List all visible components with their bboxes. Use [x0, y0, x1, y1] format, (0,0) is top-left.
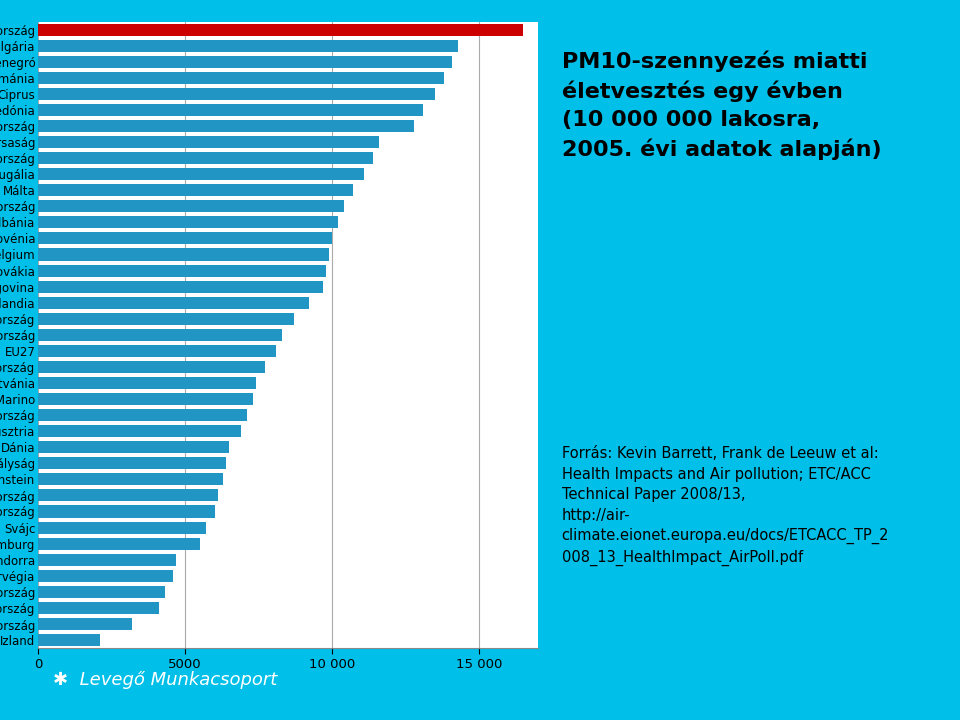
Bar	[38, 618, 132, 630]
Bar	[38, 281, 324, 292]
Bar	[38, 248, 329, 261]
Bar	[38, 345, 276, 357]
Bar	[38, 490, 218, 501]
Text: PM10-szennyezés miatti
életvesztés egy évben
(10 000 000 lakosra,
2005. évi adat: PM10-szennyezés miatti életvesztés egy é…	[562, 50, 881, 161]
Bar	[38, 264, 326, 276]
Bar	[38, 377, 255, 389]
Bar	[38, 40, 458, 52]
Bar	[38, 168, 365, 180]
Bar	[38, 457, 227, 469]
Bar	[38, 554, 177, 566]
Bar	[38, 72, 444, 84]
Bar	[38, 152, 373, 164]
Bar	[38, 104, 423, 116]
Bar	[38, 136, 379, 148]
Bar	[38, 570, 174, 582]
Bar	[38, 24, 523, 36]
Bar	[38, 233, 332, 245]
Bar	[38, 88, 435, 100]
Bar	[38, 200, 344, 212]
Bar	[38, 361, 265, 373]
Bar	[38, 184, 352, 197]
Bar	[38, 329, 282, 341]
Bar	[38, 120, 415, 132]
Bar	[38, 312, 294, 325]
Bar	[38, 55, 452, 68]
Bar	[38, 473, 224, 485]
Bar	[38, 425, 241, 437]
Bar	[38, 634, 100, 646]
Text: ✱  Levegő Munkacsoport: ✱ Levegő Munkacsoport	[53, 671, 277, 690]
Bar	[38, 521, 205, 534]
Bar	[38, 586, 165, 598]
Bar	[38, 393, 252, 405]
Bar	[38, 216, 338, 228]
Bar	[38, 538, 200, 549]
Bar	[38, 602, 158, 614]
Bar	[38, 505, 215, 518]
Bar	[38, 441, 229, 454]
Bar	[38, 409, 247, 421]
Bar	[38, 297, 308, 309]
Text: Forrás: Kevin Barrett, Frank de Leeuw et al:
Health Impacts and Air pollution; E: Forrás: Kevin Barrett, Frank de Leeuw et…	[562, 446, 889, 566]
